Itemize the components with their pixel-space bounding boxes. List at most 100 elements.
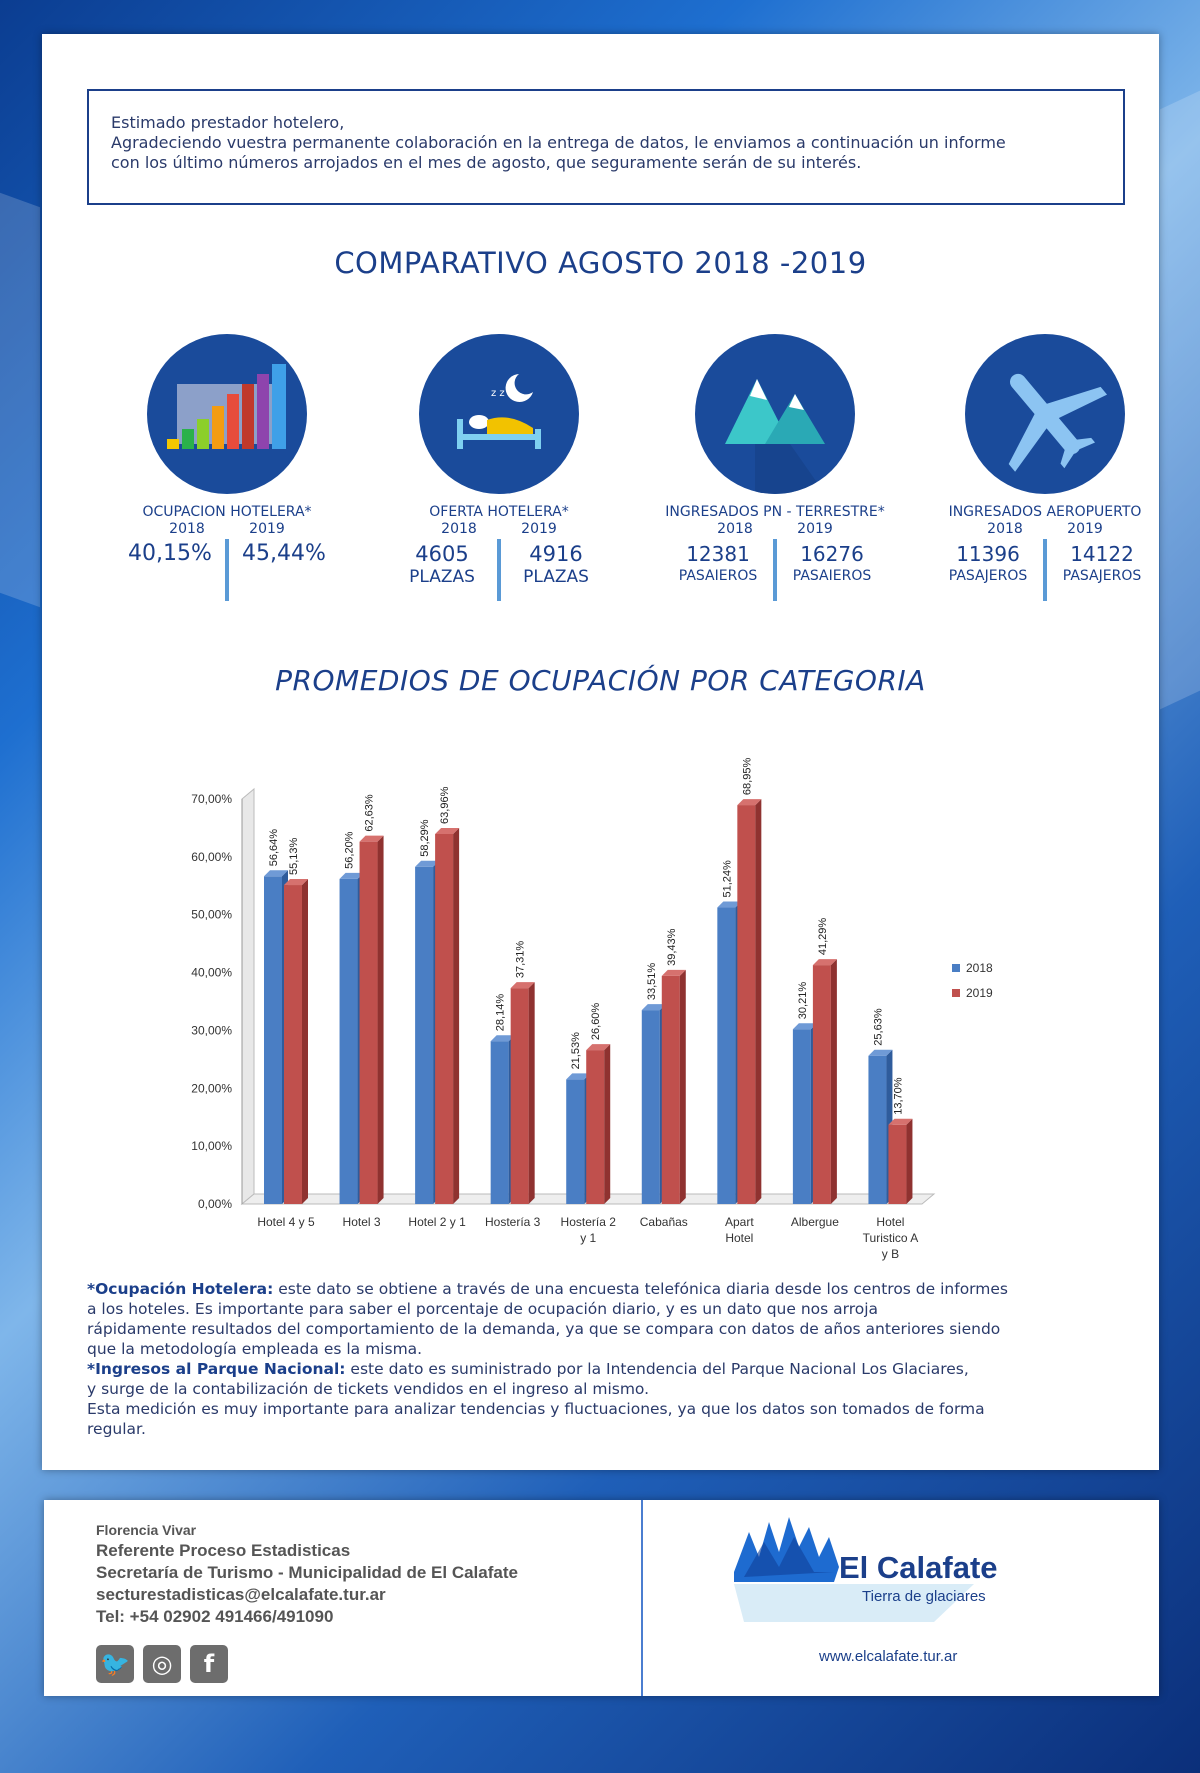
note-text: regular. [87,1420,146,1438]
x-tick-label: Hotel [876,1215,904,1229]
legend-label: 2019 [966,986,993,1000]
bar-2019 [812,965,831,1204]
divider [225,539,229,601]
bar-top-2018 [339,872,364,879]
data-label: 21,53% [570,1032,582,1070]
note-text: que la metodología empleada es la misma. [87,1340,423,1358]
twitter-icon[interactable]: 🐦 [96,1645,134,1683]
divider [773,539,777,601]
note-text: rápidamente resultados del comportamient… [87,1320,1001,1338]
contact-name: Florencia Vivar [96,1522,197,1538]
contact-tel: Tel: +54 02902 491466/491090 [96,1607,334,1626]
bar-2018 [868,1055,887,1204]
occupancy-bar-chart: 0,00% 10,00% 20,00% 30,00% 40,00% 50,00% 60,00… [191,758,993,1261]
bar-2018 [792,1029,811,1204]
value-2019: 14122 [1070,542,1134,566]
instagram-icon[interactable]: ◎ [143,1645,181,1683]
y-tick-label: 10,00% [191,1139,232,1153]
bar-top-2019 [737,799,762,806]
data-label: 13,70% [892,1077,904,1115]
stat-label: INGRESADOS AEROPUERTO [948,504,1142,520]
data-label: 26,60% [590,1003,602,1041]
x-tick-label: Hotel 3 [343,1215,381,1229]
bar-2018 [415,866,434,1204]
stat-label: INGRESADOS PN - TERRESTRE* [665,504,885,520]
bar-side-2019 [906,1118,913,1204]
x-tick-label: Hostería 3 [485,1215,541,1229]
bar-top-2019 [661,969,686,976]
promedios-title: PROMEDIOS DE OCUPACIÓN POR CATEGORIA [275,664,926,697]
divider [1043,539,1047,601]
y-tick-label: 20,00% [191,1081,232,1095]
bar-side-2019 [830,959,837,1204]
stat-label: OCUPACION HOTELERA* [142,504,312,520]
social-links: 🐦 ◎ f [96,1645,228,1683]
contact-email[interactable]: secturestadisticas@elcalafate.tur.ar [96,1585,386,1604]
bar-top-2018 [415,860,440,867]
data-label: 25,63% [872,1008,884,1046]
note-heading: *Ocupación Hotelera: [87,1280,274,1298]
data-label: 58,29% [419,819,431,857]
bar-top-2019 [284,879,308,886]
website-link[interactable]: www.elcalafate.tur.ar [819,1648,958,1665]
y-tick-label: 50,00% [191,908,232,922]
bar-2019 [661,975,680,1204]
note-text: este dato es suministrado por la Intende… [345,1360,969,1378]
report-page: Estimado prestador hotelero, Agradeciend… [42,34,1159,1470]
bar-top-2018 [490,1035,515,1042]
bar-2018 [717,907,736,1204]
background-shard [0,192,40,608]
x-tick-label: Cabañas [640,1215,688,1229]
bar-2019 [586,1050,605,1204]
value-2019: 4916 [529,542,583,566]
bar-side-2019 [453,827,460,1204]
footer-divider [641,1500,643,1696]
bar-2018 [566,1079,585,1204]
bar-chart-icon [147,334,307,494]
bar-top-2019 [359,835,384,842]
note-text: este dato se obtiene a través de una enc… [273,1280,1008,1298]
bar-2018 [641,1010,660,1204]
bar-2019 [510,988,529,1204]
bar-top-2019 [510,982,535,989]
svg-text:z z: z z [491,388,505,399]
glacier-logo [734,1517,974,1622]
bar-top-2019 [435,827,460,834]
unit-2018: PLAZAS [409,567,475,587]
y-tick-label: 30,00% [191,1023,232,1037]
value-2019: 45,44% [242,541,326,566]
legend-swatch [952,989,960,997]
logo-title: El Calafate [839,1550,998,1585]
value-2018: 4605 [415,542,469,566]
bar-side-2019 [679,969,686,1204]
x-tick-label: y 1 [580,1231,596,1245]
year-2019: 2019 [521,521,557,537]
x-tick-label: y B [882,1247,899,1261]
bar-top-2018 [792,1023,817,1030]
unit-2018: PASAJEROS [948,568,1028,584]
note-text: a los hoteles. Es importante para saber … [87,1300,879,1318]
year-2019: 2019 [797,521,833,537]
bar-2018 [339,878,358,1204]
stat-label: OFERTA HOTELERA* [429,504,569,520]
contact-role: Referente Proceso Estadisticas [96,1541,351,1560]
stat-ingresados-pn: INGRESADOS PN - TERRESTRE* 2018 2019 1238… [640,334,910,601]
legend-swatch [952,964,960,972]
bar-2018 [264,876,282,1204]
unit-2018: PASAIEROS [678,568,758,584]
intro-line: con los último números arrojados en el m… [111,153,862,172]
data-label: 39,43% [666,928,678,966]
airplane-icon [965,334,1125,494]
bar-side-2019 [528,982,535,1204]
x-tick-label: Apart [725,1215,754,1229]
comparativo-title: COMPARATIVO AGOSTO 2018 -2019 [334,246,867,280]
contact-block: Florencia Vivar Referente Proceso Estadi… [96,1520,518,1628]
year-2019: 2019 [249,521,285,537]
bed-icon: z z [419,334,579,494]
legend-label: 2018 [966,961,993,975]
bar-side-2019 [604,1044,611,1204]
x-tick-label: Albergue [791,1215,839,1229]
value-2018: 12381 [686,542,750,566]
note-text: Esta medición es muy importante para ana… [87,1400,985,1418]
facebook-icon[interactable]: f [190,1645,228,1683]
